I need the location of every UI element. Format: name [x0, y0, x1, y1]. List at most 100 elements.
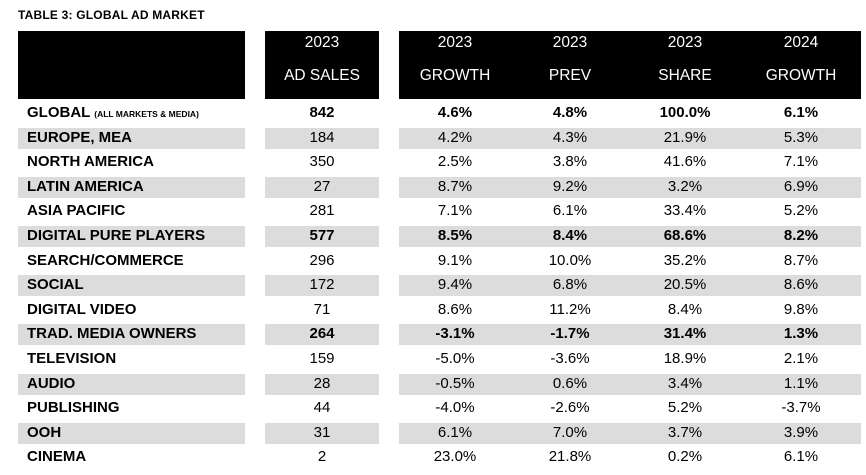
column-header-prev: 2023 PREV [525, 31, 615, 99]
table-cell: 172 [309, 276, 335, 294]
table-row: AUDIO 28 -0.5% 0.6% 3.4% 1.1% [18, 372, 861, 397]
row-label: GLOBAL (ALL MARKETS & MEDIA) [27, 101, 199, 126]
table-cell: 842 [309, 104, 335, 121]
table-cell: -0.5% [435, 374, 475, 392]
table-cell: 8.7% [783, 251, 819, 269]
row-shading [18, 324, 245, 346]
table-cell: -1.7% [550, 325, 590, 343]
column-header-year: 2023 [304, 34, 340, 51]
table-cell: 5.2% [667, 399, 703, 417]
row-shading [399, 324, 861, 346]
column-header-label: GROWTH [765, 67, 837, 84]
table-cell: 68.6% [663, 227, 707, 244]
table-cell: 159 [309, 350, 335, 367]
table-cell: -3.7% [781, 399, 821, 417]
row-label-note: (ALL MARKETS & MEDIA) [94, 109, 199, 119]
table-cell: 18.9% [663, 350, 707, 367]
row-shading [399, 275, 861, 297]
table-cell: 27 [313, 177, 331, 195]
table-cell: 33.4% [663, 202, 707, 220]
table-row: LATIN AMERICA 27 8.7% 9.2% 3.2% 6.9% [18, 175, 861, 200]
table-cell: 1.1% [783, 374, 819, 392]
table-cell: 6.1% [552, 202, 588, 220]
table-cell: 3.8% [552, 153, 588, 171]
row-label-text: SEARCH/COMMERCE [27, 251, 184, 269]
column-header-growth-2024: 2024 GROWTH [756, 31, 846, 99]
row-shading [18, 422, 245, 444]
table-cell: 9.2% [552, 177, 588, 195]
row-shading [399, 422, 861, 444]
row-label-text: DIGITAL VIDEO [27, 300, 137, 318]
table-cell: 28 [313, 374, 331, 392]
table-row: EUROPE, MEA 184 4.2% 4.3% 21.9% 5.3% [18, 126, 861, 151]
row-label: NORTH AMERICA [27, 150, 154, 175]
table-cell: 3.7% [667, 423, 703, 441]
row-shading [18, 275, 245, 297]
row-label-text: ASIA PACIFIC [27, 202, 126, 220]
column-header-ad-sales: 2023 AD SALES [265, 31, 379, 99]
row-shading [265, 275, 379, 297]
row-label-text: TELEVISION [27, 350, 117, 367]
row-label-text: AUDIO [27, 374, 76, 392]
table-cell: 350 [309, 153, 335, 171]
table-cell: 31.4% [663, 325, 707, 343]
table-row: GLOBAL (ALL MARKETS & MEDIA) 842 4.6% 4.8% 1… [18, 101, 861, 126]
table-cell: -3.1% [435, 325, 475, 343]
table-cell: 44 [313, 399, 331, 417]
row-label: DIGITAL VIDEO [27, 298, 136, 323]
table-cell: 5.3% [783, 128, 819, 146]
table-row: CINEMA 2 23.0% 21.8% 0.2% 6.1% [18, 445, 861, 470]
table-cell: 6.1% [437, 423, 473, 441]
column-header-share: 2023 SHARE [637, 31, 733, 99]
table-cell: 23.0% [433, 448, 477, 466]
header-block-ad-sales [265, 31, 379, 99]
table-cell: 6.9% [783, 177, 819, 195]
row-label: TRAD. MEDIA OWNERS [27, 322, 196, 347]
table-row: DIGITAL PURE PLAYERS 577 8.5% 8.4% 68.6% 8.2% [18, 224, 861, 249]
table-cell: 21.9% [663, 128, 707, 146]
row-label-text: OOH [27, 423, 62, 441]
column-header-year: 2023 [667, 34, 703, 51]
header-block-metrics [399, 31, 861, 99]
table-cell: 6.8% [552, 276, 588, 294]
table-cell: 7.1% [783, 153, 819, 171]
row-shading [265, 422, 379, 444]
table-row: SOCIAL 172 9.4% 6.8% 20.5% 8.6% [18, 273, 861, 298]
column-header-growth-2023: 2023 GROWTH [410, 31, 500, 99]
table-cell: 9.4% [437, 276, 473, 294]
column-header-label: SHARE [658, 67, 712, 84]
row-label-text: LATIN AMERICA [27, 177, 144, 195]
table-cell: 4.8% [552, 104, 588, 121]
row-label: CINEMA [27, 445, 86, 470]
row-shading [265, 127, 379, 149]
column-header-year: 2023 [437, 34, 473, 51]
table-cell: 9.1% [437, 251, 473, 269]
row-label: SEARCH/COMMERCE [27, 249, 184, 274]
row-label: AUDIO [27, 372, 75, 397]
row-shading [265, 373, 379, 395]
table-cell: 2 [317, 448, 327, 466]
table-cell: -4.0% [435, 399, 475, 417]
table-cell: 4.3% [552, 128, 588, 146]
table-cell: 71 [313, 300, 331, 318]
table-cell: 0.6% [552, 374, 588, 392]
row-shading [399, 127, 861, 149]
row-label-text: PUBLISHING [27, 399, 120, 417]
table-cell: 41.6% [663, 153, 707, 171]
table-cell: 3.9% [783, 423, 819, 441]
table-cell: 35.2% [663, 251, 707, 269]
row-label-text: SOCIAL [27, 276, 84, 294]
row-label: EUROPE, MEA [27, 126, 132, 151]
table-cell: -5.0% [435, 350, 475, 367]
table-cell: 1.3% [783, 325, 819, 343]
table-row: ASIA PACIFIC 281 7.1% 6.1% 33.4% 5.2% [18, 199, 861, 224]
header-block-label [18, 31, 245, 99]
table-cell: 3.4% [667, 374, 703, 392]
table-cell: -2.6% [550, 399, 590, 417]
table-cell: 3.2% [667, 177, 703, 195]
row-label: OOH [27, 421, 61, 446]
table-cell: 4.6% [437, 104, 473, 121]
table-cell: 4.2% [437, 128, 473, 146]
table-cell: 11.2% [549, 300, 591, 318]
row-shading [265, 226, 379, 247]
